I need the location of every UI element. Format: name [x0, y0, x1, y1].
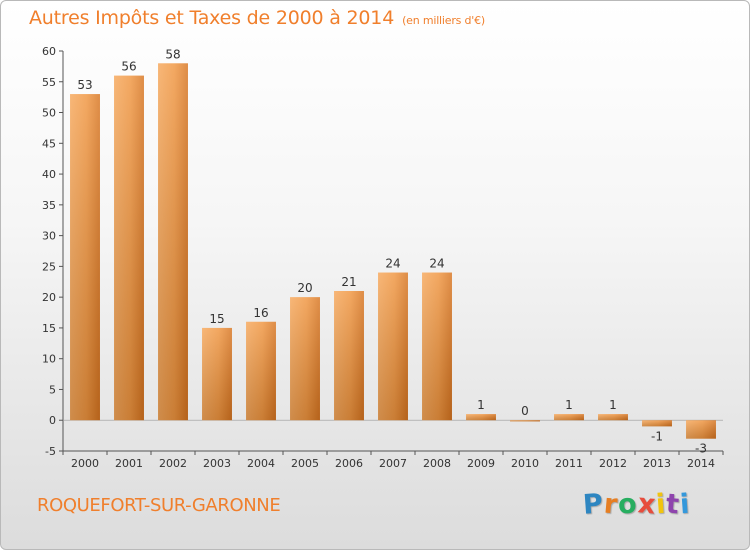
data-label-2000: 53 [77, 78, 92, 92]
x-tick-label: 2000 [71, 457, 99, 470]
x-tick-label: 2004 [247, 457, 275, 470]
y-tick-label: 0 [49, 414, 56, 427]
data-label-2007: 24 [385, 257, 400, 271]
x-tick-label: 2003 [203, 457, 231, 470]
bar-shade-2003 [202, 327, 232, 421]
bar-shade-2013 [642, 420, 672, 427]
bar-shade-2009 [466, 414, 496, 421]
data-label-2012: 1 [609, 398, 617, 412]
data-label-2004: 16 [253, 306, 268, 320]
bar-shade-2014 [686, 420, 716, 439]
x-tick-label: 2008 [423, 457, 451, 470]
data-label-2005: 20 [297, 281, 312, 295]
y-tick-label: 25 [42, 260, 56, 273]
data-label-2014: -3 [695, 442, 707, 456]
chart-title-text: Autres Impôts et Taxes de 2000 à 2014 [29, 7, 395, 29]
x-tick-label: 2007 [379, 457, 407, 470]
logo-letter: o [617, 488, 639, 521]
bar-shade-2001 [114, 75, 144, 421]
x-tick-label: 2012 [599, 457, 627, 470]
y-tick-label: 60 [42, 45, 56, 58]
data-label-2013: -1 [651, 429, 663, 443]
x-tick-label: 2014 [687, 457, 715, 470]
y-tick-label: 5 [49, 383, 56, 396]
y-tick-label: 50 [42, 107, 56, 120]
chart-bars [70, 63, 716, 439]
chart-title: Autres Impôts et Taxes de 2000 à 2014 (en… [29, 7, 485, 29]
bar-shade-2005 [290, 297, 320, 421]
y-tick-label: 20 [42, 291, 56, 304]
commune-name: ROQUEFORT-SUR-GARONNE [37, 495, 281, 516]
data-label-2008: 24 [429, 257, 444, 271]
bar-shade-2011 [554, 414, 584, 421]
data-label-2001: 56 [121, 60, 136, 74]
y-tick-label: 55 [42, 76, 56, 89]
x-tick-label: 2011 [555, 457, 583, 470]
proxiti-logo: Proxiti [581, 488, 692, 521]
data-label-2003: 15 [209, 312, 224, 326]
chart-data-labels: 53 56 58 15 16 20 21 24 24 1 0 1 1 -1 -3 [77, 47, 707, 455]
data-label-2006: 21 [341, 275, 356, 289]
x-tick-label: 2005 [291, 457, 319, 470]
y-tick-label: 40 [42, 168, 56, 181]
x-tick-label: 2010 [511, 457, 539, 470]
data-label-2009: 1 [477, 398, 485, 412]
x-tick-label: 2009 [467, 457, 495, 470]
data-label-2002: 58 [165, 47, 180, 61]
x-tick-label: 2006 [335, 457, 363, 470]
chart-unit-label: (en milliers d'€) [402, 14, 485, 27]
bar-shade-2002 [158, 63, 188, 421]
bar-shade-2004 [246, 321, 276, 421]
x-tick-label: 2002 [159, 457, 187, 470]
y-tick-label: 35 [42, 199, 56, 212]
bar-shade-2006 [334, 291, 364, 421]
y-tick-label: 10 [42, 353, 56, 366]
bar-shade-2000 [70, 94, 100, 421]
bar-shade-2007 [378, 272, 408, 421]
bar-shade-2008 [422, 272, 452, 421]
x-tick-label: 2001 [115, 457, 143, 470]
bar-shade-2010 [510, 420, 540, 422]
y-tick-label: 15 [42, 322, 56, 335]
bar-shade-2012 [598, 414, 628, 421]
logo-letter: P [581, 488, 605, 521]
y-tick-label: -5 [45, 445, 56, 458]
x-tick-label: 2013 [643, 457, 671, 470]
y-tick-label: 30 [42, 230, 56, 243]
logo-letter: i [679, 488, 692, 521]
y-tick-label: 45 [42, 137, 56, 150]
data-label-2010: 0 [521, 404, 529, 418]
data-label-2011: 1 [565, 398, 573, 412]
